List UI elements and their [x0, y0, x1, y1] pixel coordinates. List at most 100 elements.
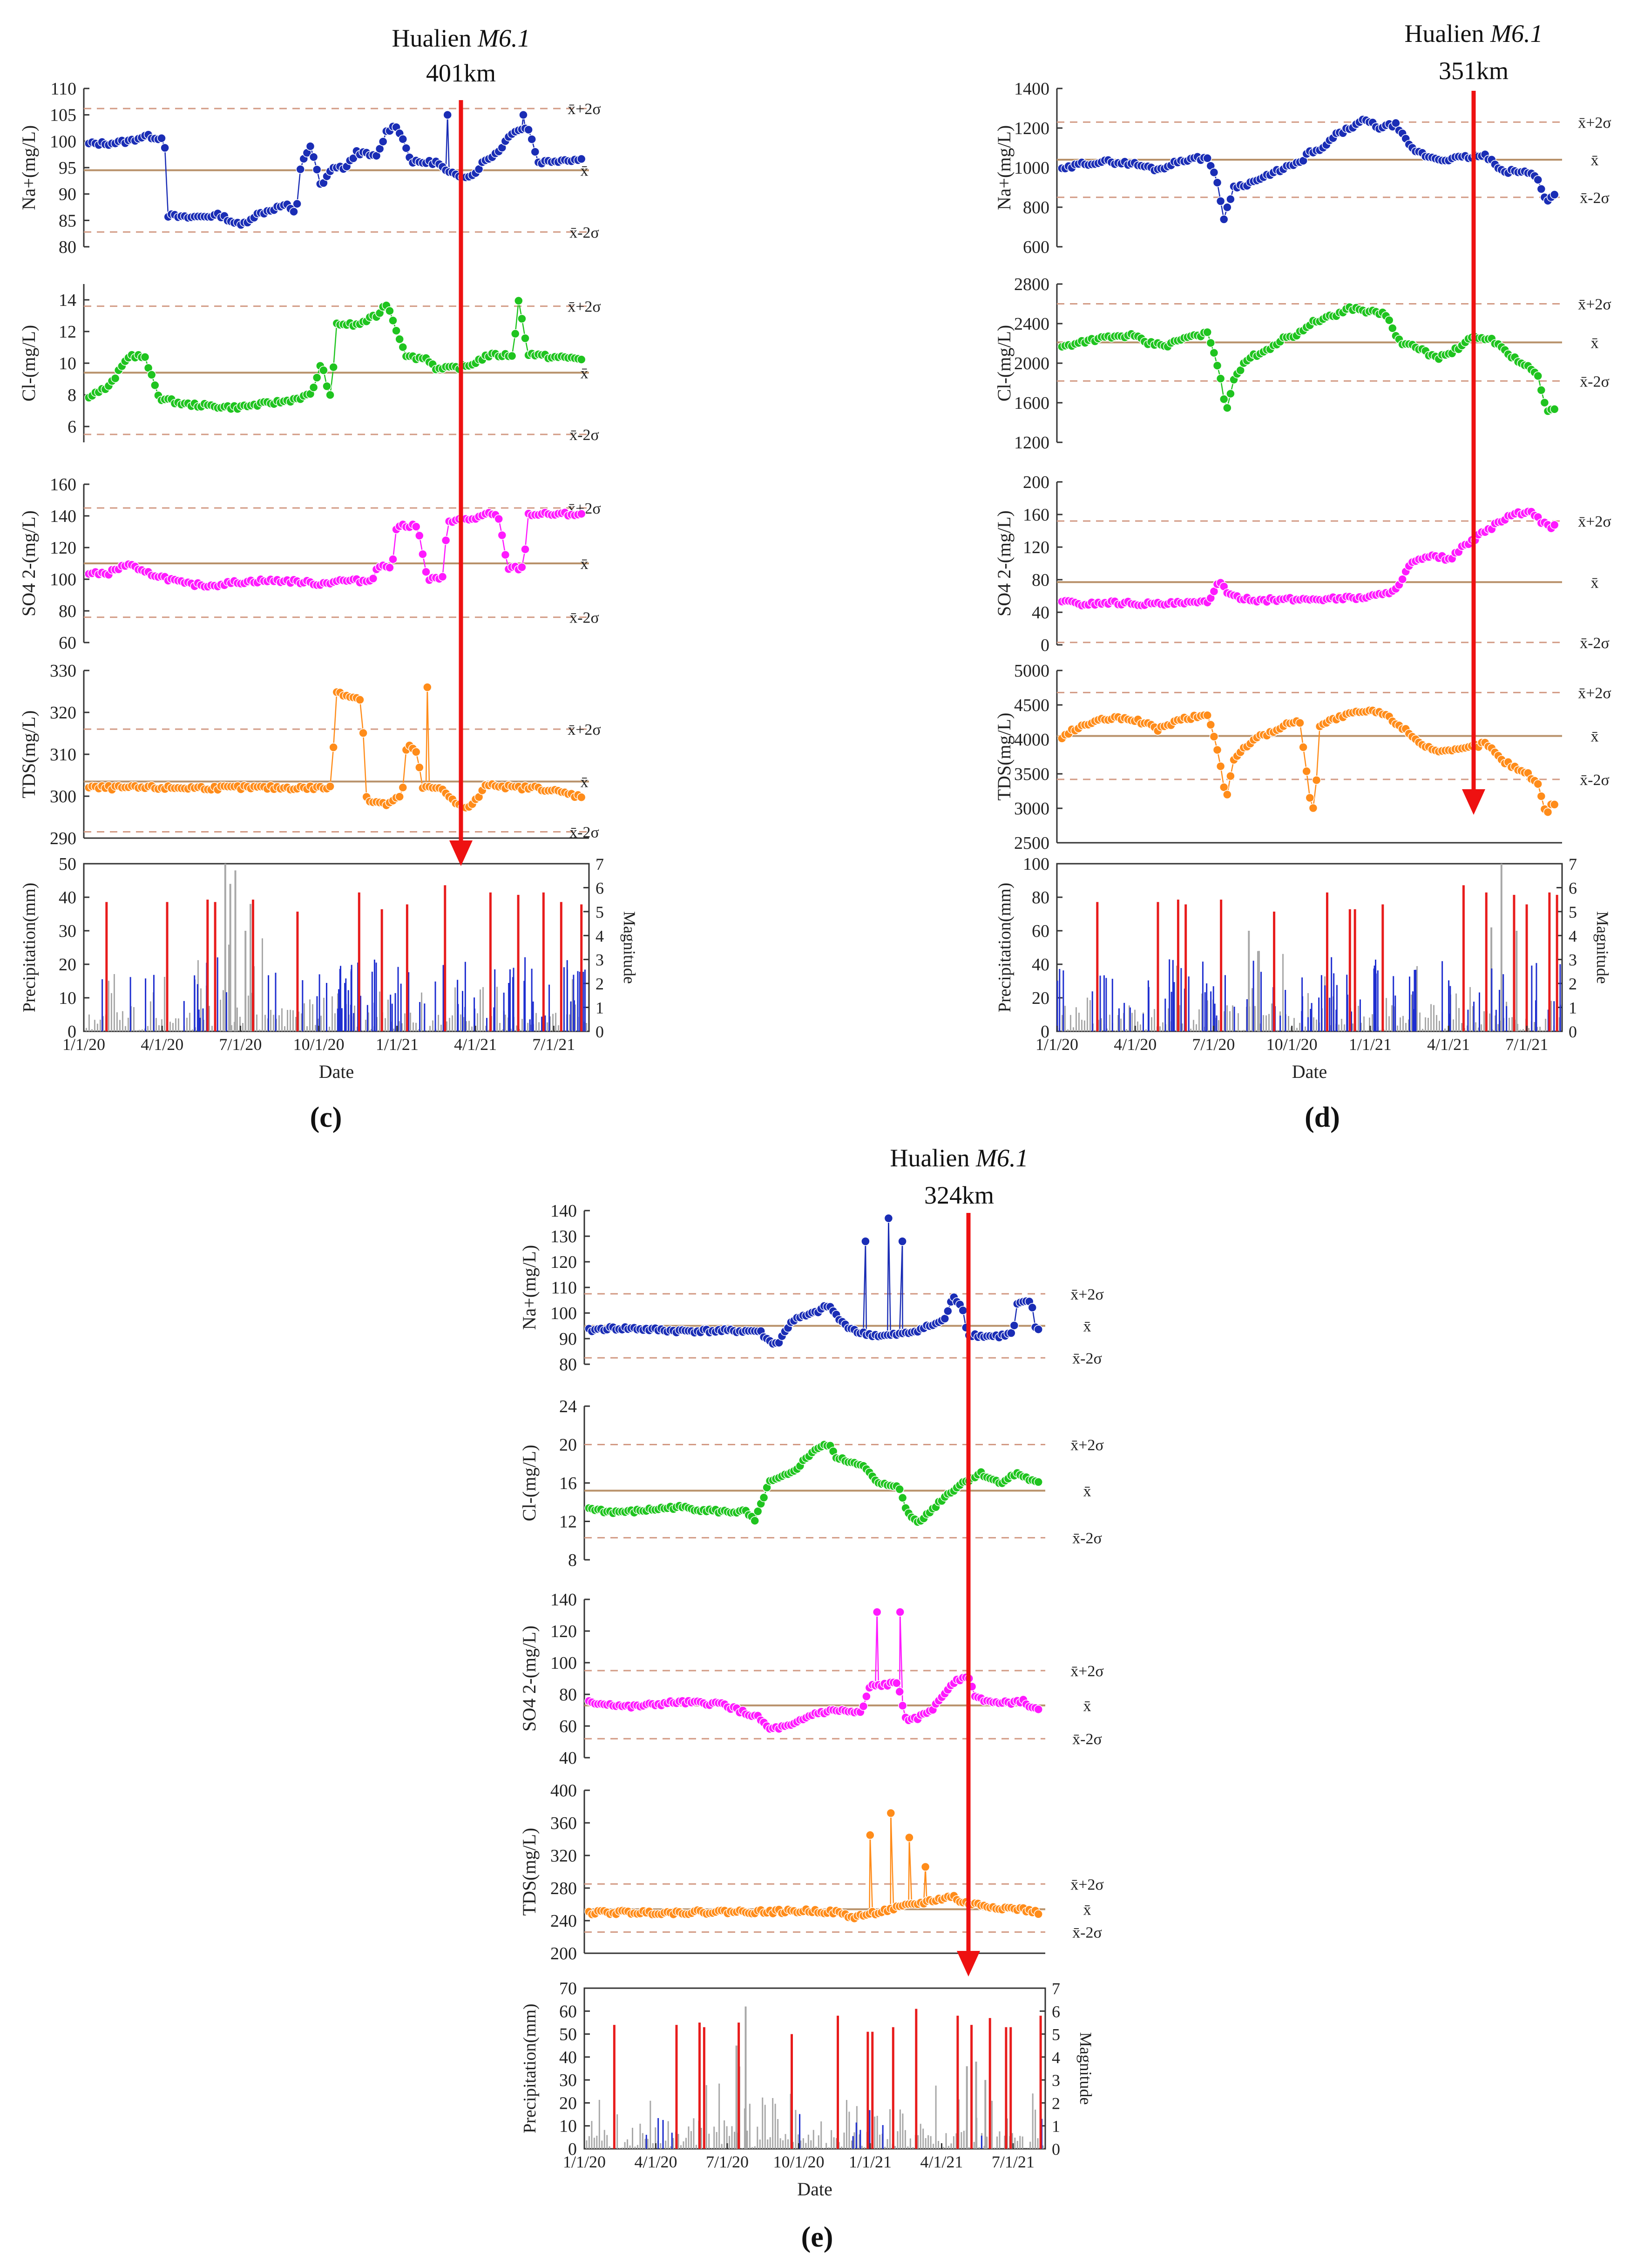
data-point-na [1216, 196, 1225, 206]
lower-sigma-label: x̄-2σ [1072, 1350, 1102, 1367]
precip-tick-label: 50 [559, 2025, 577, 2045]
y-tick-label: 1000 [1014, 158, 1049, 178]
lower-sigma-label: x̄-2σ [1580, 635, 1610, 652]
data-point-tds [325, 782, 335, 791]
y-tick-label: 3000 [1014, 799, 1049, 819]
event-arrow-head [1462, 789, 1485, 815]
precip-tick-label: 50 [59, 854, 76, 874]
subplot-cl: 1200 1600 2000 2400 2800 Cl-(mg/L) x̄+2σ x̄ x̄-2… [994, 275, 1611, 453]
y-tick-label: 1600 [1014, 393, 1049, 413]
data-point-so4 [576, 509, 586, 519]
data-point-cl [395, 334, 404, 344]
y-tick-label: 4000 [1014, 730, 1049, 750]
data-point-cl [1226, 389, 1235, 399]
date-tick-label: 1/1/20 [62, 1035, 105, 1054]
date-tick-label: 10/1/20 [773, 2153, 824, 2171]
data-point-cl [1536, 386, 1546, 395]
lower-sigma-label: x̄-2σ [569, 824, 599, 841]
data-point-tds [1206, 720, 1216, 730]
event-magnitude: M6.1 [477, 24, 530, 52]
magnitude-tick-label: 3 [595, 951, 604, 969]
date-tick-label: 4/1/20 [1114, 1035, 1157, 1054]
data-point-cl [510, 329, 520, 339]
data-point-tds [1223, 790, 1232, 799]
magnitude-tick-label: 2 [595, 975, 604, 993]
data-point-na [576, 154, 586, 164]
data-point-cl [517, 314, 527, 324]
y-tick-label: 600 [1023, 237, 1049, 257]
event-arrow [449, 100, 473, 866]
data-point-na [1223, 203, 1232, 212]
y-tick-label: 40 [1032, 603, 1049, 623]
data-point-cl [898, 1493, 907, 1503]
y-tick-label: 140 [50, 507, 76, 526]
y-axis-label: Na+(mg/L) [519, 1245, 540, 1330]
data-point-so4 [1398, 575, 1407, 584]
y-axis-label: Na+(mg/L) [994, 125, 1015, 210]
upper-sigma-label: x̄+2σ [1070, 1286, 1104, 1303]
data-point-cl [325, 390, 335, 400]
data-point-so4 [859, 1701, 868, 1711]
data-point-cl [753, 1507, 763, 1516]
data-point-tds [1216, 761, 1225, 771]
upper-sigma-label: x̄+2σ [1578, 296, 1611, 313]
y-tick-label: 80 [59, 602, 76, 621]
data-point-tds [423, 683, 432, 692]
mean-label: x̄ [1591, 152, 1599, 169]
y-tick-label: 330 [50, 661, 76, 681]
data-point-tds [1226, 772, 1235, 781]
lower-sigma-label: x̄-2σ [569, 609, 599, 627]
date-tick-label: 7/1/20 [706, 2153, 749, 2171]
y-tick-label: 120 [50, 538, 76, 558]
magnitude-tick-label: 5 [1569, 903, 1577, 921]
data-point-cl [895, 1484, 904, 1494]
magnitude-tick-label: 6 [595, 879, 604, 897]
date-tick-label: 1/1/20 [563, 2153, 606, 2171]
magnitude-tick-label: 6 [1052, 2002, 1060, 2021]
y-axis-label: SO4 2-(mg/L) [994, 510, 1015, 616]
data-point-na [527, 135, 536, 144]
data-point-na [1009, 1320, 1019, 1330]
precip-frame [1056, 863, 1563, 1032]
mean-label: x̄ [1591, 728, 1599, 745]
y-tick-label: 1400 [1014, 79, 1049, 99]
data-point-tds [1312, 775, 1321, 785]
precip-tick-label: 70 [559, 1979, 577, 1998]
mean-label: x̄ [1083, 1483, 1091, 1500]
event-name: Hualien [890, 1144, 976, 1172]
y-axis-label: Cl-(mg/L) [18, 325, 39, 401]
mean-label: x̄ [1083, 1698, 1091, 1715]
data-point-cl [1533, 371, 1543, 381]
y-tick-label: 360 [550, 1814, 577, 1833]
upper-sigma-label: x̄+2σ [1578, 513, 1611, 530]
event-title: Hualien M6.1 [1405, 20, 1543, 47]
precipitation-subplot: 0 20 40 60 80 100 0 1 2 3 4 5 6 7 Precipitation(mm) Mag… [995, 854, 1612, 1082]
y-tick-label: 320 [50, 703, 76, 723]
precip-tick-label: 20 [559, 2093, 577, 2113]
y-tick-label: 280 [550, 1879, 577, 1898]
data-point-so4 [388, 555, 398, 564]
data-point-tds [1295, 718, 1305, 728]
data-point-tds [398, 783, 408, 792]
y-tick-label: 5000 [1014, 661, 1049, 681]
data-point-tds [329, 743, 338, 752]
magnitude-tick-label: 0 [595, 1022, 604, 1041]
data-point-na [958, 1306, 968, 1315]
date-tick-label: 7/1/21 [1505, 1035, 1548, 1054]
data-point-tds [576, 792, 586, 802]
precip-tick-label: 100 [1023, 854, 1049, 874]
data-point-tds [1550, 800, 1559, 809]
date-axis-label: Date [319, 1061, 354, 1082]
data-point-cl [1223, 403, 1232, 413]
data-point-so4 [895, 1687, 904, 1697]
data-point-cl [576, 355, 586, 364]
data-point-na [1536, 184, 1546, 194]
mean-label: x̄ [1083, 1318, 1091, 1335]
event-magnitude: M6.1 [975, 1144, 1028, 1172]
precipitation-subplot: 0 10 20 30 40 50 60 70 0 1 2 3 4 5 6 7 Precipitation(mm)… [520, 1979, 1095, 2200]
date-tick-label: 7/1/21 [992, 2153, 1035, 2171]
mean-label: x̄ [581, 365, 589, 382]
data-point-tds [359, 728, 368, 738]
lower-sigma-label: x̄-2σ [1072, 1731, 1102, 1748]
